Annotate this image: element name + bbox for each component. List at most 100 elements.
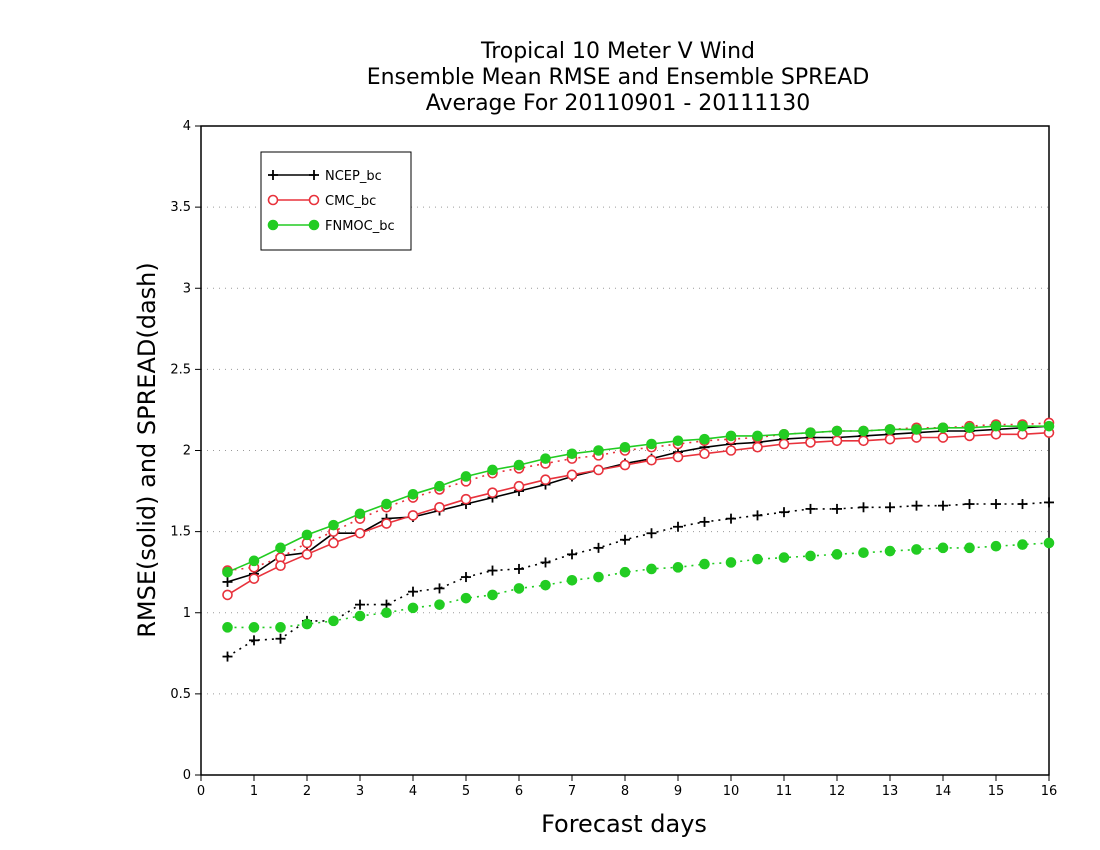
fnmoc_bc-spread-point-10 [487, 589, 498, 601]
fnmoc_bc-rmse-point-14 [593, 445, 604, 456]
ncep_bc-rmse-point-0 [222, 576, 233, 587]
cmc_bc-rmse-point-1 [248, 573, 260, 584]
x-tick-label-16: 16 [1041, 784, 1058, 799]
fnmoc_bc-spread-point-18 [699, 558, 710, 570]
cmc_bc-rmse-point-2 [275, 560, 286, 571]
chart-title: Tropical 10 Meter V Wind Ensemble Mean R… [367, 39, 870, 116]
fnmoc_bc-rmse-point-13 [566, 448, 578, 460]
fnmoc_bc-rmse-point-1 [248, 555, 260, 567]
fnmoc_bc-rmse-point-26 [911, 424, 922, 435]
ncep_bc-spread-point-11 [514, 563, 524, 574]
cmc_bc-rmse-line [227, 431, 1050, 596]
fnmoc_bc-spread-point-5 [354, 610, 366, 622]
y-tick-label-0: 0 [183, 768, 191, 783]
fnmoc_bc-spread-point-24 [858, 547, 869, 559]
fnmoc_bc-spread-point-3 [301, 618, 313, 630]
ncep_bc-spread-point-10 [487, 565, 498, 576]
fnmoc_bc-spread-point-4 [328, 615, 339, 627]
fnmoc_bc-rmse-point-0 [222, 566, 233, 578]
cmc_bc-rmse-point-10 [487, 487, 498, 498]
fnmoc_bc-spread-point-20 [752, 553, 763, 565]
fnmoc_bc-spread-point-26 [911, 544, 922, 555]
title-line-3: Average For 20110901 - 20111130 [426, 91, 811, 116]
fnmoc_bc-spread-point-6 [381, 607, 392, 619]
x-tick-label-3: 3 [356, 784, 364, 799]
fnmoc_bc-rmse-point-23 [831, 425, 843, 437]
ncep_bc-spread-point-0 [222, 651, 233, 662]
ncep_bc-rmse-line [227, 425, 1050, 583]
ncep_bc-spread-point-19 [726, 513, 736, 524]
fnmoc_bc-spread-point-9 [460, 592, 472, 604]
ncep_bc-spread-point-2 [275, 633, 286, 644]
ncep_bc-spread-point-28 [964, 499, 975, 510]
fnmoc_bc-spread-point-30 [1017, 539, 1028, 550]
title-line-1: Tropical 10 Meter V Wind [480, 39, 755, 64]
y-tick-label-3: 1.5 [170, 525, 191, 540]
fnmoc_bc-rmse-point-22 [805, 427, 816, 438]
cmc_bc-rmse-point-15 [619, 459, 631, 471]
fnmoc_bc-rmse-point-10 [487, 464, 498, 476]
ncep_bc-spread-point-7 [408, 586, 418, 597]
legend-marker-right [309, 170, 319, 180]
ncep_bc-spread-point-24 [858, 502, 869, 513]
cmc_bc-rmse-point-22 [805, 437, 816, 448]
x-tick-label-14: 14 [935, 784, 952, 799]
ncep_bc-spread-point-20 [752, 510, 763, 521]
fnmoc_bc-rmse-point-2 [275, 542, 286, 554]
cmc_bc-rmse-point-17 [672, 451, 684, 463]
ncep_bc-spread-point-26 [911, 500, 922, 511]
ncep_bc-spread-point-8 [434, 583, 445, 594]
x-tick-label-1: 1 [250, 784, 258, 799]
series-layer [222, 417, 1055, 662]
y-tick-label-1: 0.5 [170, 687, 191, 702]
legend: NCEP_bc CMC_bc FNMOC_bc [260, 151, 412, 251]
ncep_bc-spread-line [227, 501, 1050, 658]
fnmoc_bc-rmse-point-31 [1043, 420, 1055, 432]
fnmoc_bc-spread-point-17 [672, 562, 684, 573]
cmc_bc-rmse-point-13 [566, 469, 578, 481]
ncep_bc-spread-point-29 [991, 499, 1001, 510]
cmc_bc-rmse-point-21 [778, 438, 790, 450]
fnmoc_bc-rmse-point-9 [460, 471, 472, 482]
x-tick-label-5: 5 [462, 784, 470, 799]
cmc_bc-rmse-point-24 [858, 435, 869, 447]
legend-item-fnmoc_bc: FNMOC_bc [267, 219, 395, 234]
cmc_bc-rmse-point-19 [725, 445, 737, 456]
fnmoc_bc-spread-point-11 [513, 583, 525, 594]
fnmoc_bc-spread-point-28 [964, 542, 975, 554]
legend-marker-right [308, 219, 320, 231]
fnmoc_bc-rmse-point-3 [301, 529, 313, 541]
fnmoc_bc-spread-point-13 [566, 575, 578, 586]
ncep_bc-spread-point-14 [593, 542, 604, 553]
fnmoc_bc-rmse-point-8 [434, 480, 445, 492]
ncep_bc-spread-point-9 [461, 572, 471, 583]
legend-label-cmc_bc: CMC_bc [325, 194, 376, 209]
fnmoc_bc-spread-point-0 [222, 622, 233, 633]
fnmoc_bc-rmse-point-29 [990, 420, 1002, 432]
fnmoc_bc-rmse-point-11 [513, 459, 525, 471]
fnmoc_bc-rmse-point-28 [964, 422, 975, 434]
cmc_bc-rmse-point-9 [460, 493, 472, 505]
fnmoc_bc-rmse-point-17 [672, 435, 684, 447]
fnmoc_bc-spread-point-14 [593, 571, 604, 583]
x-tick-label-4: 4 [409, 784, 417, 799]
fnmoc_bc-spread-point-27 [937, 542, 949, 554]
cmc_bc-rmse-point-27 [937, 432, 949, 443]
legend-item-ncep_bc: NCEP_bc [268, 169, 382, 184]
ncep_bc-spread-point-13 [567, 549, 577, 560]
cmc_bc-rmse-point-23 [831, 435, 843, 447]
y-tick-label-4: 2 [183, 444, 191, 459]
cmc_bc-rmse-point-5 [354, 527, 366, 539]
fnmoc_bc-spread-point-22 [805, 550, 816, 562]
x-tick-label-2: 2 [303, 784, 311, 799]
fnmoc_bc-spread-point-7 [407, 602, 419, 614]
fnmoc_bc-rmse-point-12 [540, 453, 551, 464]
axes: 00.511.522.533.540 1 2 3 4 5 6 7 8 9 10 11 12 13 14 15 1… [170, 119, 1057, 799]
legend-marker-right [308, 194, 320, 206]
fnmoc_bc-rmse-point-7 [407, 489, 419, 500]
title-line-2: Ensemble Mean RMSE and Ensemble SPREAD [367, 65, 870, 90]
fnmoc_bc-rmse-point-5 [354, 508, 366, 520]
fnmoc_bc-rmse-point-24 [858, 425, 869, 437]
fnmoc_bc-rmse-point-20 [752, 430, 763, 442]
legend-box [260, 151, 412, 251]
